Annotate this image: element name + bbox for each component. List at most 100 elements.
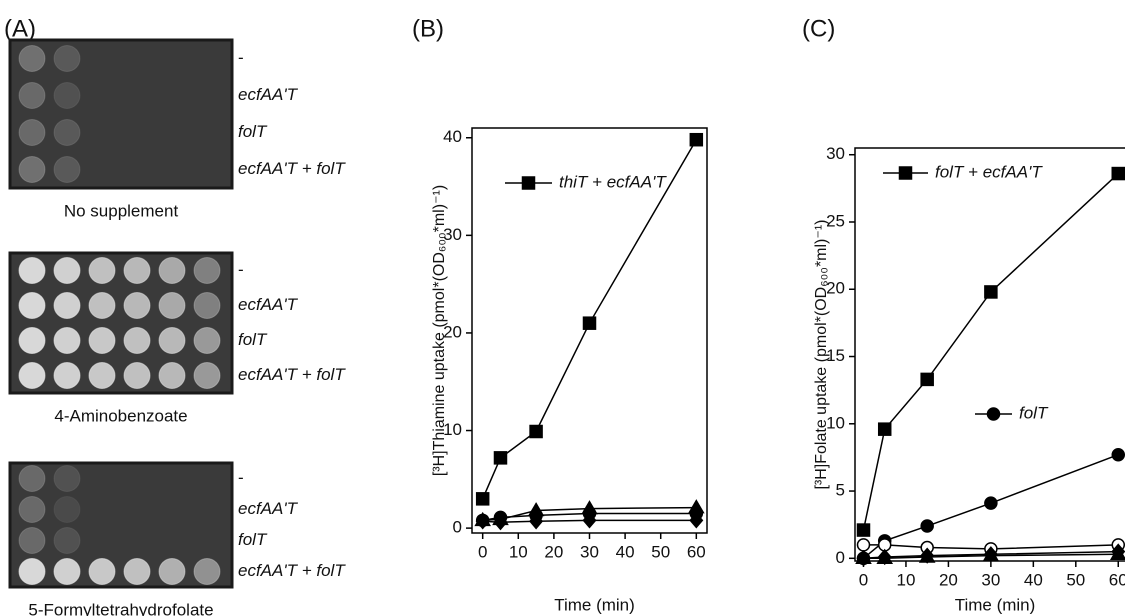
panel-label: (C) bbox=[802, 15, 835, 42]
x-tick-label: 10 bbox=[509, 542, 528, 561]
series bbox=[475, 132, 704, 506]
plate-caption: No supplement bbox=[64, 201, 179, 220]
colony-spot bbox=[53, 257, 81, 284]
colony-spot bbox=[53, 362, 81, 389]
marker bbox=[856, 538, 871, 552]
colony-spot bbox=[123, 292, 151, 319]
legend-label: folT bbox=[1019, 403, 1049, 422]
colony-spot bbox=[53, 292, 81, 319]
colony-spot bbox=[53, 156, 81, 183]
x-tick-label: 0 bbox=[859, 570, 868, 589]
marker bbox=[877, 422, 892, 436]
strain-label: folT bbox=[238, 330, 268, 349]
y-tick-label: 0 bbox=[836, 548, 845, 567]
marker bbox=[582, 512, 597, 529]
colony-spot bbox=[18, 362, 46, 389]
colony-spot bbox=[18, 558, 46, 585]
colony-spot bbox=[53, 527, 81, 554]
marker bbox=[984, 496, 998, 510]
colony-spot bbox=[193, 257, 221, 284]
colony-spot bbox=[88, 327, 116, 354]
x-tick-label: 10 bbox=[896, 570, 915, 589]
marker bbox=[689, 132, 704, 147]
panel-label: (B) bbox=[412, 15, 444, 42]
legend-marker bbox=[986, 407, 1001, 421]
x-tick-label: 40 bbox=[1024, 570, 1043, 589]
marker bbox=[1109, 545, 1125, 561]
x-axis-label: Time (min) bbox=[955, 595, 1036, 614]
marker bbox=[529, 424, 543, 439]
plate bbox=[8, 251, 234, 395]
colony-spot bbox=[158, 327, 186, 354]
series bbox=[475, 512, 704, 531]
panel-label: (A) bbox=[4, 15, 36, 42]
colony-spot bbox=[53, 45, 81, 72]
colony-spot bbox=[18, 527, 46, 554]
strain-label: ecfAA'T + folT bbox=[238, 365, 346, 384]
colony-spot bbox=[53, 82, 81, 109]
legend-marker bbox=[521, 176, 536, 190]
marker bbox=[982, 547, 1000, 562]
colony-spot bbox=[53, 327, 81, 354]
colony-spot bbox=[88, 257, 116, 284]
colony-spot bbox=[193, 362, 221, 389]
x-tick-label: 20 bbox=[939, 570, 958, 589]
colony-spot bbox=[53, 119, 81, 146]
plate-caption: 5-Formyltetrahydrofolate bbox=[28, 600, 213, 616]
series bbox=[855, 545, 1125, 565]
colony-spot bbox=[123, 362, 151, 389]
x-tick-label: 20 bbox=[544, 542, 563, 561]
x-tick-label: 30 bbox=[580, 542, 599, 561]
x-tick-label: 60 bbox=[687, 542, 706, 561]
strain-label: ecfAA'T bbox=[238, 295, 299, 314]
marker bbox=[529, 513, 544, 530]
marker bbox=[1111, 447, 1125, 462]
marker bbox=[918, 548, 936, 563]
colony-spot bbox=[18, 45, 46, 72]
y-axis-label: [³H]Thiamine uptake (pmol*(OD₆₀₀*ml)⁻¹) bbox=[431, 185, 448, 476]
x-axis-label: Time (min) bbox=[554, 595, 635, 614]
marker bbox=[582, 316, 597, 330]
colony-spot bbox=[18, 496, 46, 523]
colony-spot bbox=[158, 558, 186, 585]
colony-spot bbox=[18, 465, 46, 492]
colony-spot bbox=[158, 292, 186, 319]
colony-spot bbox=[158, 257, 186, 284]
marker bbox=[876, 549, 894, 565]
marker bbox=[493, 451, 508, 465]
colony-spot bbox=[193, 558, 221, 585]
series-line bbox=[862, 173, 1119, 531]
y-axis-label: [³H]Folate uptake (pmol*(OD₆₀₀*ml)⁻¹) bbox=[813, 219, 830, 489]
colony-spot bbox=[158, 362, 186, 389]
marker bbox=[920, 519, 934, 533]
x-tick-label: 60 bbox=[1109, 570, 1125, 589]
colony-spot bbox=[88, 362, 116, 389]
series bbox=[856, 166, 1125, 537]
y-tick-label: 0 bbox=[453, 518, 462, 537]
marker bbox=[855, 549, 872, 565]
colony-spot bbox=[18, 119, 46, 146]
y-tick-label: 30 bbox=[443, 225, 462, 244]
y-tick-label: 20 bbox=[443, 322, 462, 341]
marker bbox=[689, 512, 704, 529]
x-tick-label: 40 bbox=[616, 542, 635, 561]
x-tick-label: 30 bbox=[981, 570, 1000, 589]
marker bbox=[475, 513, 490, 530]
legend-label: thiT + ecfAA'T bbox=[559, 172, 667, 191]
legend-marker bbox=[898, 166, 913, 180]
colony-spot bbox=[18, 327, 46, 354]
marker bbox=[920, 372, 934, 387]
strain-label: ecfAA'T bbox=[238, 85, 299, 104]
colony-spot bbox=[123, 327, 151, 354]
strain-label: ecfAA'T bbox=[238, 499, 299, 518]
marker bbox=[493, 514, 508, 531]
colony-spot bbox=[18, 156, 46, 183]
colony-spot bbox=[193, 327, 221, 354]
y-tick-label: 10 bbox=[443, 420, 462, 439]
colony-spot bbox=[18, 257, 46, 284]
strain-label: folT bbox=[238, 122, 268, 141]
strain-label: folT bbox=[238, 530, 268, 549]
colony-spot bbox=[88, 558, 116, 585]
marker bbox=[856, 523, 871, 537]
